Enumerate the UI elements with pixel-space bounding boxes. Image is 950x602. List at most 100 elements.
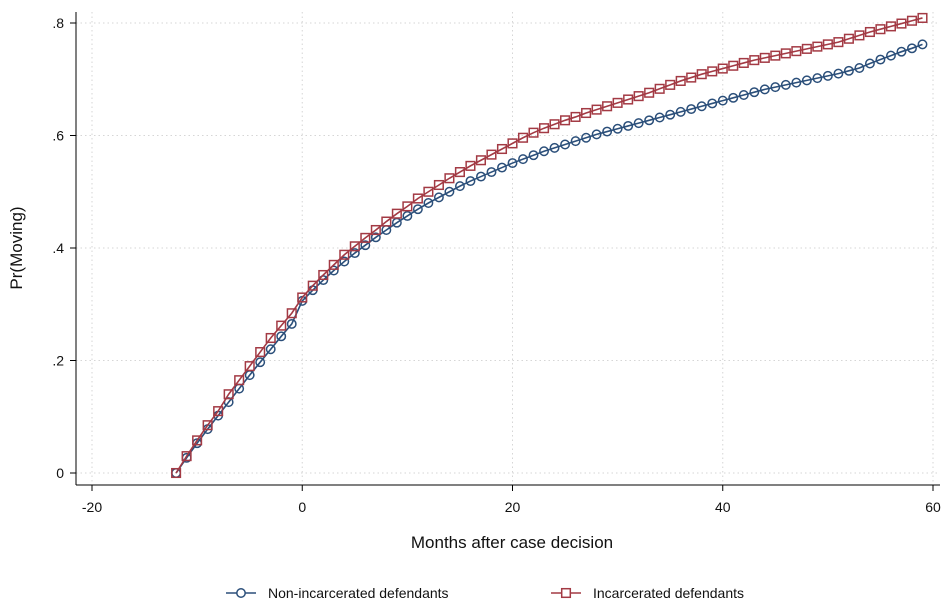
data-point: [518, 154, 528, 165]
data-point: [497, 162, 507, 173]
legend-item-non-incarcerated: Non-incarcerated defendants: [226, 585, 449, 601]
data-point: [675, 106, 686, 117]
x-tick-label: 40: [715, 499, 731, 515]
data-point: [391, 208, 402, 219]
data-point: [833, 37, 844, 48]
data-point: [864, 58, 875, 69]
data-point: [612, 97, 623, 108]
data-point: [339, 256, 350, 267]
data-point: [318, 269, 329, 281]
data-point: [886, 50, 896, 61]
data-point: [822, 70, 833, 81]
x-ticks: -20 0 20 40 60: [82, 485, 941, 515]
data-point: [423, 186, 434, 197]
data-point: [707, 66, 718, 77]
data-point: [286, 308, 297, 319]
data-point: [591, 129, 602, 140]
legend-label: Incarcerated defendants: [593, 585, 744, 601]
data-point: [686, 104, 697, 115]
data-point: [770, 82, 781, 93]
data-point: [328, 259, 339, 270]
data-point: [412, 204, 423, 215]
data-point: [633, 91, 644, 102]
data-point: [423, 198, 434, 208]
data-point: [549, 142, 560, 153]
series-line-incarcerated: [175, 17, 923, 474]
x-tick-label: 0: [298, 499, 306, 515]
y-tick-label: .6: [52, 128, 64, 144]
data-point: [528, 150, 539, 161]
legend-marker-square: [560, 587, 572, 599]
data-point: [644, 115, 655, 126]
data-point: [633, 118, 644, 129]
data-point: [875, 24, 886, 35]
data-point: [381, 216, 392, 227]
data-point: [360, 232, 371, 243]
data-point: [801, 75, 812, 86]
legend-marker-circle: [236, 588, 246, 598]
data-point: [433, 179, 444, 191]
data-point: [738, 57, 749, 68]
data-point: [759, 84, 770, 95]
data-point: [728, 60, 739, 71]
data-point: [770, 50, 781, 61]
data-point: [444, 173, 455, 184]
data-point: [234, 375, 245, 386]
data-point: [896, 46, 907, 57]
data-point: [297, 292, 308, 303]
data-point: [549, 119, 560, 130]
data-point: [570, 136, 581, 147]
x-tick-label: 60: [925, 499, 941, 515]
data-point: [917, 12, 928, 23]
data-point: [402, 201, 413, 212]
data-point: [686, 72, 697, 83]
data-point: [454, 167, 465, 178]
data-point: [780, 48, 791, 59]
data-point: [454, 181, 465, 192]
data-point: [801, 43, 812, 54]
y-axis-title: Pr(Moving): [7, 206, 26, 289]
data-point: [623, 120, 634, 131]
data-point: [780, 79, 791, 90]
data-point: [171, 467, 182, 479]
data-point: [412, 193, 423, 204]
data-point: [360, 240, 371, 251]
data-point: [307, 280, 318, 291]
data-point: [738, 90, 749, 100]
data-point: [265, 332, 276, 344]
data-point: [276, 320, 287, 331]
data-point: [717, 63, 728, 74]
data-point: [370, 224, 381, 236]
data-point: [833, 68, 844, 79]
data-point: [255, 347, 266, 358]
y-tick-label: .8: [52, 15, 64, 31]
data-point: [665, 109, 676, 120]
data-point: [875, 54, 886, 65]
data-point: [370, 232, 381, 243]
data-point: [507, 138, 518, 149]
data-point: [286, 318, 297, 329]
data-point: [517, 132, 529, 143]
data-point: [812, 73, 823, 84]
data-point: [202, 420, 213, 431]
series-incarcerated: [171, 12, 928, 479]
data-point: [843, 65, 854, 76]
data-point: [465, 176, 476, 187]
data-point: [486, 149, 497, 160]
data-point: [538, 123, 550, 134]
x-tick-label: 20: [505, 499, 521, 515]
data-point: [560, 115, 571, 126]
data-point: [476, 171, 486, 182]
data-point: [181, 451, 192, 462]
data-point: [654, 112, 665, 123]
data-point: [791, 77, 802, 88]
data-point: [328, 265, 339, 276]
y-tick-label: 0: [56, 465, 64, 481]
data-point: [581, 132, 592, 143]
data-point: [885, 21, 897, 32]
series-non-incarcerated: [171, 39, 928, 478]
data-point: [675, 75, 686, 86]
data-point: [433, 192, 444, 203]
data-point: [864, 26, 875, 38]
